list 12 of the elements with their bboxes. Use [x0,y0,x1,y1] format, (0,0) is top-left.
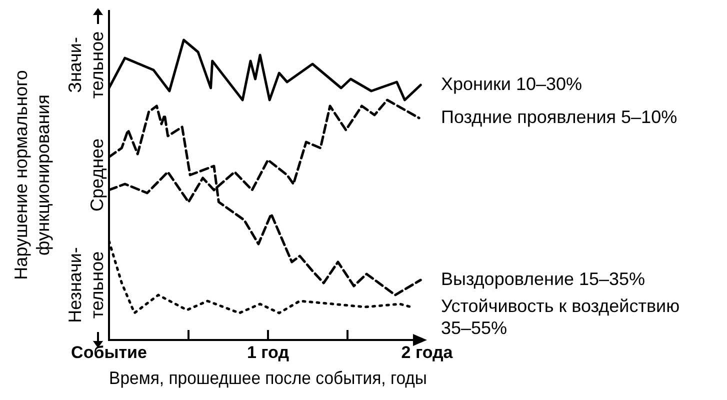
x-tick-label: 2 года [401,342,454,362]
series-label: Хроники 10–30% [441,74,582,94]
x-tick-label: 1 год [247,342,290,362]
series-label: Поздние проявления 5–10% [441,106,678,127]
text: Незначи-тельное [64,247,107,323]
x-axis-title: Время, прошедшее после события, годы [109,368,427,388]
x-tick-label: Событие [71,342,147,362]
text: Значи-тельное [64,31,107,99]
series-label: Выздоровление 15–35% [441,268,646,289]
text: Среднее [86,138,107,212]
series-label: Устойчивость к воздействию 35–55% [441,296,680,338]
y-axis-title: Нарушение нормального функционирования [10,70,53,280]
